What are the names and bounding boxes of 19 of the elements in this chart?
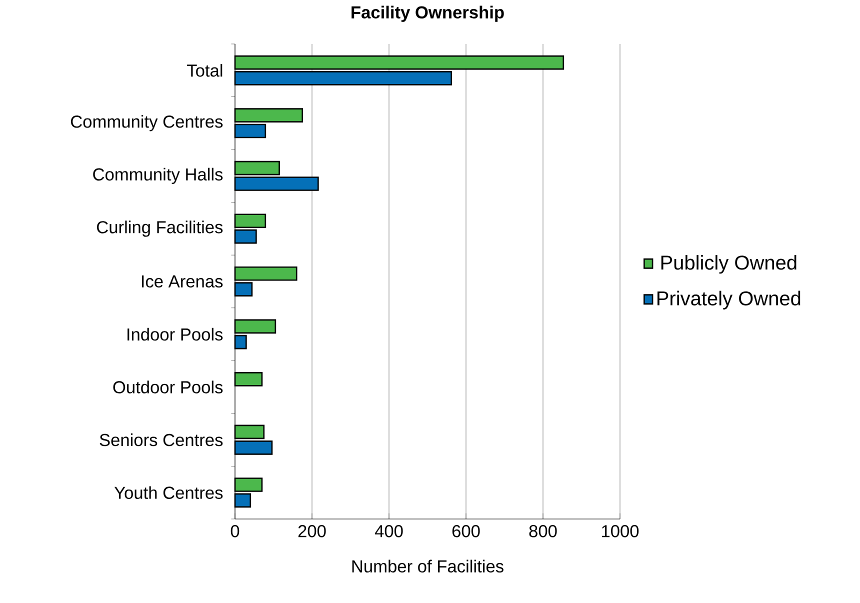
x-tick-label: 200 [298,525,326,538]
legend-label: Publicly Owned [661,255,796,274]
x-tick-label: 1000 [602,525,639,538]
chart-title: Facility Ownership [352,6,504,22]
y-tick-label: Seniors Centres [100,433,223,446]
y-tick-label: Ice Arenas [142,275,223,288]
y-tick-label: Curling Facilities [96,220,223,237]
y-tick-label: Outdoor Pools [113,380,223,394]
legend-label: Privately Owned [658,290,800,310]
y-tick-label: Total [187,64,222,77]
x-tick-label: 0 [230,525,240,538]
y-tick-label: Community Halls [93,168,223,184]
y-tick-label: Indoor Pools [128,328,223,341]
x-tick-label: 400 [374,525,403,538]
x-tick-label: 600 [452,525,480,538]
y-tick-label: Youth Centres [114,486,223,499]
x-tick-label: 800 [529,525,557,538]
x-axis-title: Number of Facilities [352,560,504,573]
y-tick-label: Community Centres [70,115,223,132]
